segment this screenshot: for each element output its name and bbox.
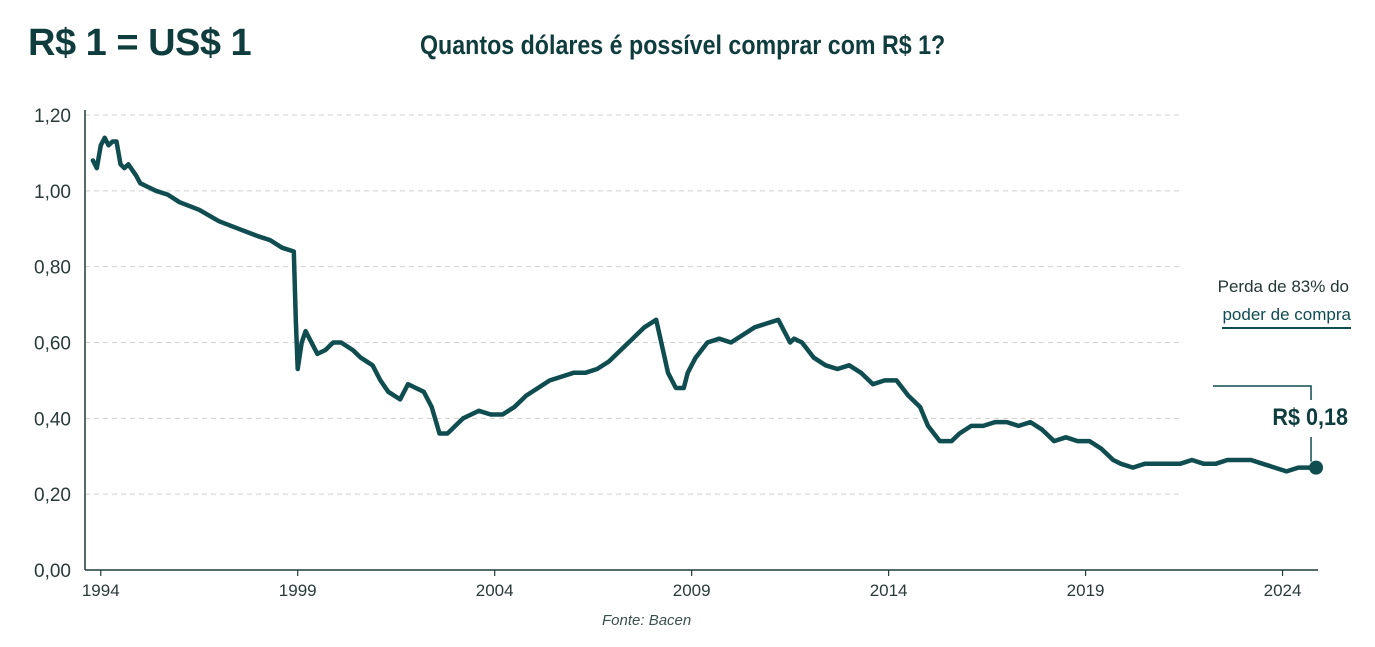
y-tick-label: 0,80 — [34, 258, 71, 279]
series-line — [90, 135, 1319, 474]
last-value-label: R$ 0,18 — [1272, 404, 1348, 431]
x-tick-label: 1999 — [279, 581, 317, 600]
y-tick-label: 1,00 — [34, 182, 71, 203]
y-tick-label: 0,40 — [34, 409, 71, 430]
last-point-marker-layer — [1213, 385, 1324, 475]
source-note: Fonte: Bacen — [602, 612, 692, 629]
y-tick-label: 1,20 — [34, 106, 71, 127]
x-tick-label: 2004 — [476, 581, 514, 600]
chart-title: Quantos dólares é possível comprar com R… — [420, 30, 946, 60]
x-tick-label: 1994 — [82, 581, 120, 600]
y-tick-label: 0,20 — [34, 485, 71, 506]
annotation-text-line1: Perda de 83% do — [1217, 277, 1349, 296]
x-tick-label: 2014 — [870, 581, 908, 600]
x-tick-label: 2009 — [673, 581, 711, 600]
y-tick-label: 0,00 — [34, 561, 71, 582]
x-tick-label: 2019 — [1067, 581, 1105, 600]
annotation-text-line2: poder de compra — [1222, 305, 1351, 329]
series-layer — [90, 135, 1319, 474]
y-tick-label: 0,60 — [34, 334, 71, 355]
x-axis-ticks: 1994 1999 2004 2009 2014 2019 2024 — [82, 570, 1302, 600]
gridlines — [85, 114, 1183, 495]
headline: R$ 1 = US$ 1 — [28, 22, 252, 64]
annotation-bracket — [1213, 385, 1312, 400]
last-point-marker — [1309, 460, 1324, 475]
y-axis-ticks: 0,00 0,20 0,40 0,60 0,80 1,00 1,20 — [34, 106, 71, 582]
axes — [84, 110, 1318, 571]
x-tick-label: 2024 — [1264, 581, 1302, 600]
